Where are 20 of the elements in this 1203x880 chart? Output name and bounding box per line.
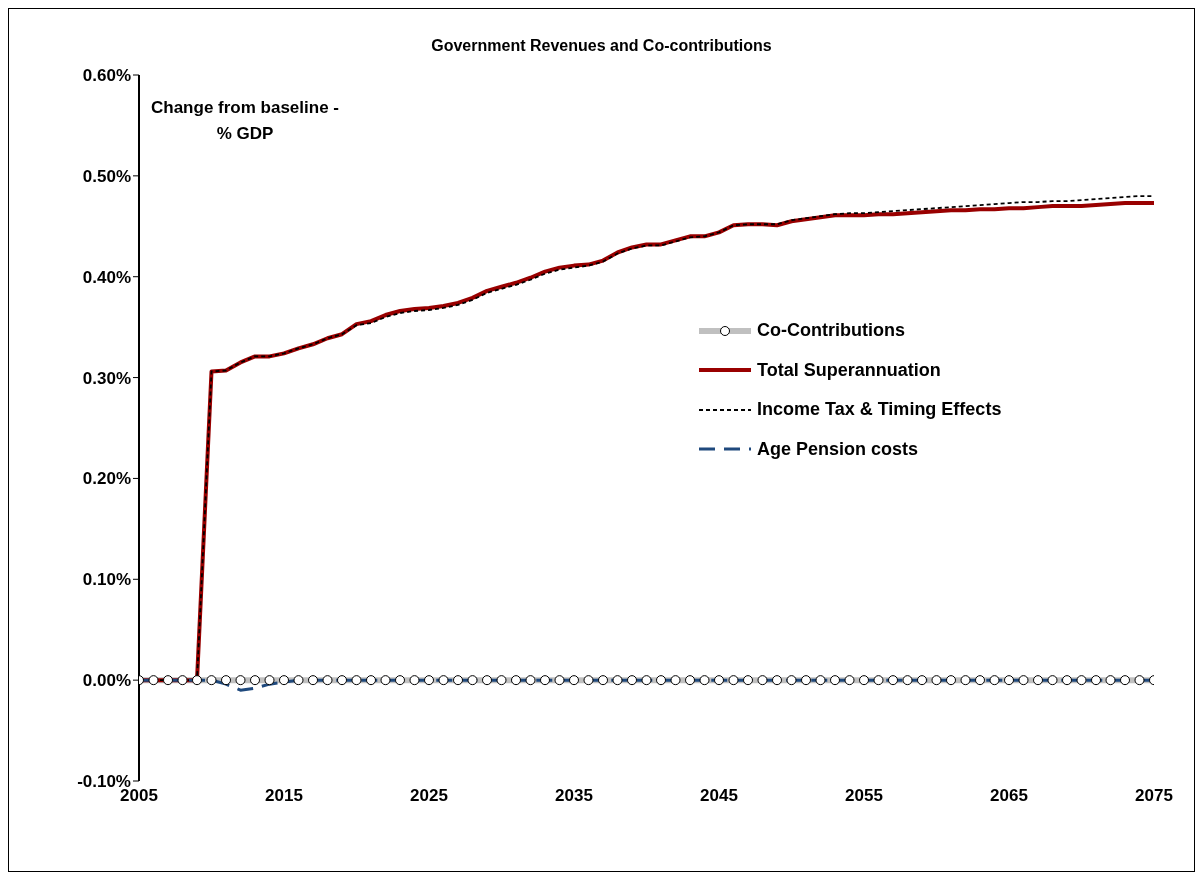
x-tick-label: 2045 bbox=[700, 786, 738, 806]
chart-title: Government Revenues and Co-contributions bbox=[430, 37, 773, 55]
y-tick-label: 0.50% bbox=[82, 166, 131, 186]
y-axis-title: Change from baseline - % GDP bbox=[150, 97, 340, 145]
x-tick-label: 2065 bbox=[990, 786, 1028, 806]
x-tick-label: 2075 bbox=[1135, 786, 1173, 806]
x-tick-label: 2055 bbox=[845, 786, 883, 806]
legend-label: Age Pension costs bbox=[757, 438, 919, 460]
legend-label: Income Tax & Timing Effects bbox=[757, 399, 1002, 421]
y-tick-label: 0.60% bbox=[82, 66, 131, 86]
x-tick-label: 2025 bbox=[410, 786, 448, 806]
y-tick-label: 0.00% bbox=[82, 671, 131, 691]
y-tick-label: 0.20% bbox=[82, 469, 131, 489]
x-tick-label: 2015 bbox=[265, 786, 303, 806]
legend-label: Total Superannuation bbox=[757, 359, 941, 381]
y-tick-label: 0.10% bbox=[82, 570, 131, 590]
y-tick-label: 0.40% bbox=[82, 267, 131, 287]
legend-label: Co-Contributions bbox=[757, 320, 905, 342]
y-tick-label: 0.30% bbox=[82, 368, 131, 388]
x-tick-label: 2035 bbox=[555, 786, 593, 806]
